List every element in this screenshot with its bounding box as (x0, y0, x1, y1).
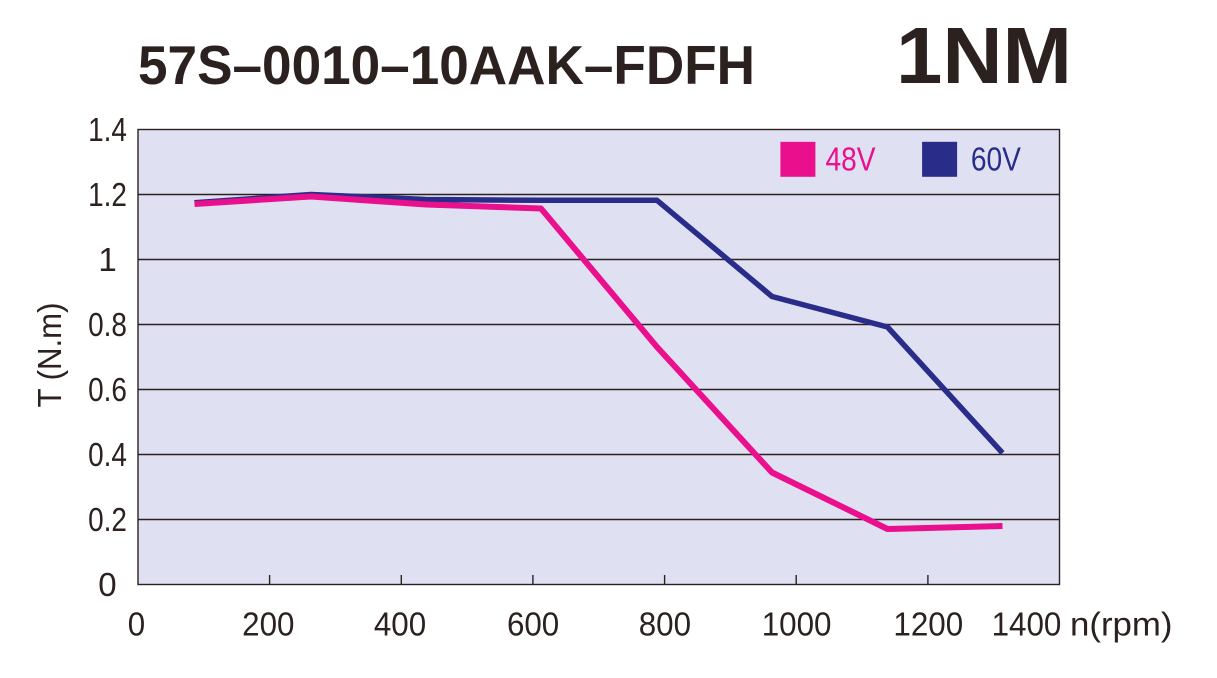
svg-text:0.4: 0.4 (88, 436, 127, 473)
svg-text:800: 800 (639, 606, 691, 643)
svg-text:0: 0 (98, 566, 116, 603)
svg-text:1.4: 1.4 (88, 111, 127, 148)
svg-text:0.6: 0.6 (88, 371, 127, 408)
svg-text:200: 200 (242, 606, 294, 643)
svg-text:600: 600 (507, 606, 559, 643)
svg-text:1000: 1000 (762, 606, 832, 643)
svg-text:400: 400 (374, 606, 426, 643)
svg-text:T (N.m): T (N.m) (31, 303, 68, 408)
svg-text:n(rpm): n(rpm) (1070, 606, 1173, 643)
svg-text:57S–0010–10AAK–FDFH: 57S–0010–10AAK–FDFH (138, 34, 755, 96)
svg-text:1400: 1400 (992, 606, 1062, 643)
svg-text:0: 0 (128, 606, 145, 643)
svg-text:0.8: 0.8 (88, 306, 127, 343)
svg-text:1NM: 1NM (896, 11, 1072, 100)
svg-text:1: 1 (98, 241, 116, 278)
svg-text:0.2: 0.2 (88, 501, 127, 538)
svg-text:1.2: 1.2 (88, 176, 127, 213)
svg-text:60V: 60V (971, 141, 1021, 178)
svg-text:1200: 1200 (893, 606, 963, 643)
svg-text:48V: 48V (826, 141, 876, 178)
